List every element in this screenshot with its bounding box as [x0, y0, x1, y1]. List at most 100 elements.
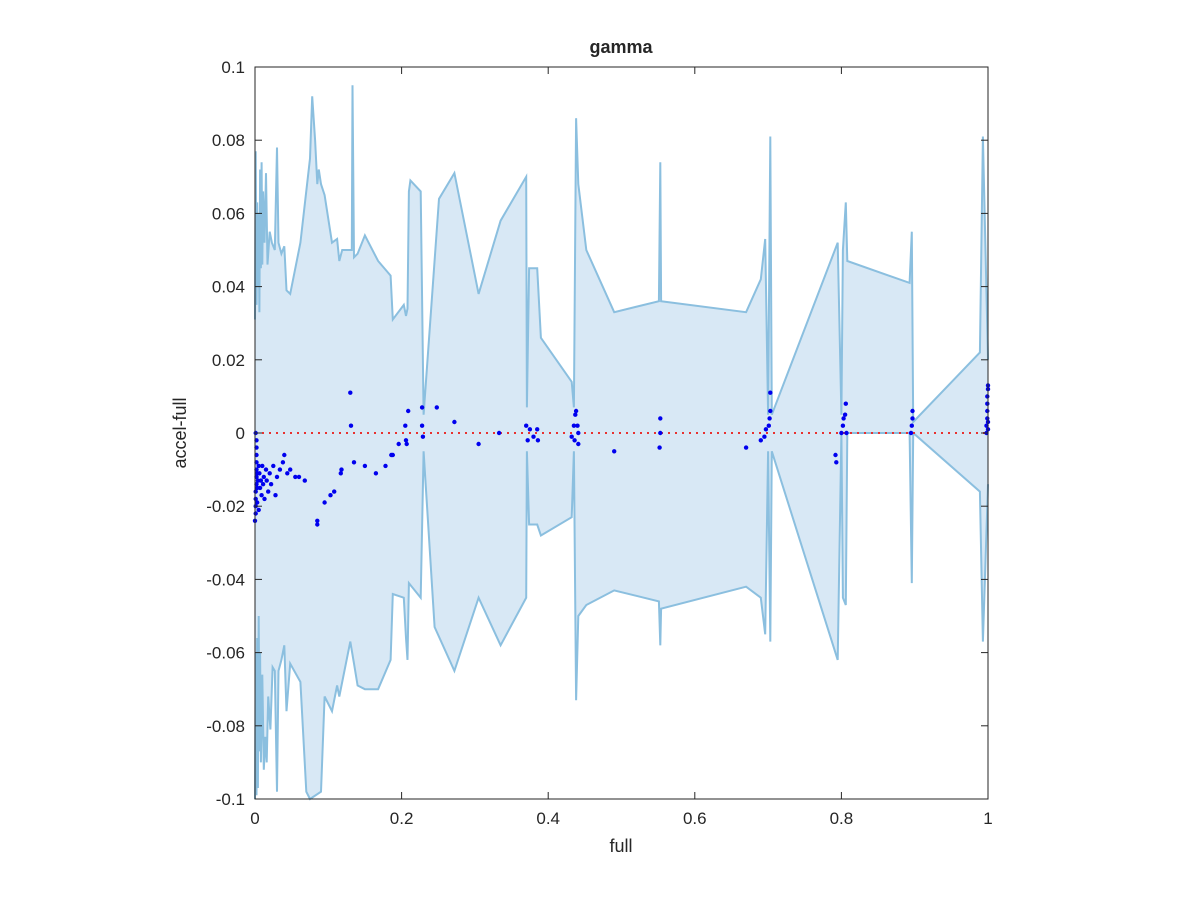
data-point — [768, 390, 773, 395]
y-tick-label: -0.04 — [206, 570, 245, 589]
data-point — [910, 408, 915, 414]
data-point — [315, 518, 320, 523]
data-point — [839, 430, 844, 436]
data-point — [743, 445, 749, 450]
data-point — [404, 441, 409, 447]
data-point — [383, 463, 388, 469]
data-point — [348, 423, 354, 428]
data-point — [315, 522, 320, 527]
data-point — [259, 493, 264, 498]
data-point — [277, 467, 283, 472]
data-point — [573, 412, 578, 417]
data-point — [256, 507, 261, 513]
data-point — [403, 423, 408, 428]
data-point — [758, 438, 763, 443]
data-point — [525, 438, 530, 443]
data-point — [362, 463, 368, 469]
data-point — [496, 430, 502, 436]
data-point — [282, 452, 287, 458]
data-point — [985, 401, 990, 406]
y-axis-label: accel-full — [170, 397, 190, 468]
data-point — [452, 419, 457, 425]
data-point — [842, 412, 848, 417]
data-point — [843, 401, 848, 406]
data-point — [766, 423, 771, 428]
data-point — [434, 405, 439, 410]
data-point — [266, 489, 271, 494]
x-tick-label: 1 — [983, 809, 992, 828]
data-point — [285, 471, 290, 476]
data-point — [271, 463, 276, 469]
data-point — [524, 423, 529, 428]
data-point — [571, 423, 577, 428]
x-tick-label: 0.8 — [830, 809, 854, 828]
data-point — [576, 441, 581, 447]
data-point — [658, 416, 663, 421]
data-point — [834, 460, 839, 465]
data-point — [572, 438, 577, 443]
data-point — [351, 460, 357, 465]
data-point — [260, 463, 265, 469]
data-point — [348, 390, 353, 395]
data-point — [762, 434, 767, 439]
chart-title: gamma — [589, 37, 653, 57]
data-point — [908, 430, 914, 436]
data-point — [288, 467, 293, 472]
data-point — [406, 408, 411, 414]
data-point — [257, 471, 262, 476]
x-tick-label: 0.2 — [390, 809, 414, 828]
data-point — [841, 416, 846, 421]
data-point — [280, 460, 286, 465]
data-point — [658, 430, 663, 436]
y-tick-label: -0.02 — [206, 497, 245, 516]
data-point — [419, 405, 425, 410]
data-point — [985, 408, 990, 414]
data-point — [985, 394, 990, 399]
data-point — [322, 500, 327, 505]
data-point — [262, 496, 267, 502]
data-point — [390, 452, 395, 458]
data-point — [328, 493, 333, 498]
data-point — [268, 482, 274, 487]
data-point — [296, 474, 302, 480]
data-point — [261, 474, 266, 480]
y-tick-label: -0.08 — [206, 717, 245, 736]
x-tick-label: 0 — [250, 809, 259, 828]
y-tick-label: 0 — [236, 424, 245, 443]
x-axis-label: full — [609, 836, 632, 856]
y-tick-label: 0.02 — [212, 351, 245, 370]
data-point — [258, 478, 264, 483]
data-point — [768, 408, 773, 414]
data-point — [253, 511, 258, 516]
data-point — [396, 441, 401, 447]
data-point — [833, 452, 838, 458]
data-point — [419, 423, 425, 428]
data-point — [257, 485, 263, 491]
data-point — [535, 438, 541, 443]
data-point — [575, 423, 580, 428]
y-tick-label: -0.06 — [206, 644, 245, 663]
x-axis: 0 0.2 0.4 0.6 0.8 1 — [250, 67, 993, 828]
data-point — [274, 474, 280, 480]
data-point — [302, 478, 307, 483]
data-point — [910, 416, 915, 421]
data-point — [531, 434, 536, 439]
y-tick-label: 0.1 — [221, 58, 245, 77]
data-point — [576, 430, 581, 436]
data-point — [267, 471, 272, 476]
y-tick-label: 0.06 — [212, 204, 245, 223]
y-tick-label: 0.04 — [212, 278, 245, 297]
data-point — [844, 430, 849, 436]
data-point — [273, 493, 278, 498]
data-point — [263, 467, 269, 472]
data-point — [909, 423, 914, 428]
data-point — [256, 463, 261, 469]
data-point — [535, 427, 540, 432]
confidence-band — [254, 85, 989, 801]
data-point — [527, 427, 533, 432]
data-point — [339, 467, 344, 472]
data-point — [264, 478, 269, 483]
band-fill — [255, 85, 988, 800]
data-point — [767, 416, 772, 421]
